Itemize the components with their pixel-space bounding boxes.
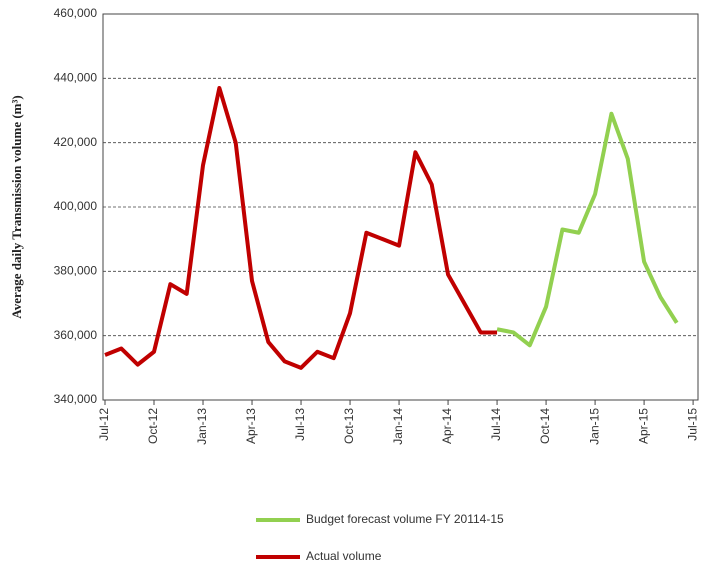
x-tick-label: Jul-15 — [685, 408, 699, 441]
x-tick-label: Jan-14 — [391, 408, 405, 445]
series-line — [496, 111, 679, 348]
y-axis-label: Average daily Transmission volume (m³) — [9, 95, 24, 318]
y-tick-label: 360,000 — [54, 328, 98, 342]
y-tick-label: 460,000 — [54, 6, 98, 20]
x-tick-label: Jul-12 — [97, 408, 111, 441]
y-tick-label: 440,000 — [54, 71, 98, 85]
x-tick-label: Jul-14 — [489, 408, 503, 441]
x-tick-label: Oct-12 — [146, 408, 160, 444]
y-tick-label: 340,000 — [54, 392, 98, 406]
series-line — [104, 85, 498, 370]
x-tick-label: Oct-14 — [538, 408, 552, 444]
y-tick-label: 380,000 — [54, 264, 98, 278]
x-tick-label: Apr-13 — [244, 408, 258, 444]
x-tick-label: Apr-15 — [636, 408, 650, 444]
x-tick-label: Jan-13 — [195, 408, 209, 445]
x-tick-label: Oct-13 — [342, 408, 356, 444]
y-tick-label: 420,000 — [54, 135, 98, 149]
legend-label: Actual volume — [306, 549, 382, 563]
x-tick-label: Jul-13 — [293, 408, 307, 441]
y-tick-label: 400,000 — [54, 199, 98, 213]
plot-border — [102, 13, 699, 401]
x-tick-label: Apr-14 — [440, 408, 454, 444]
legend-label: Budget forecast volume FY 20114-15 — [306, 512, 504, 526]
x-tick-label: Jan-15 — [587, 408, 601, 445]
